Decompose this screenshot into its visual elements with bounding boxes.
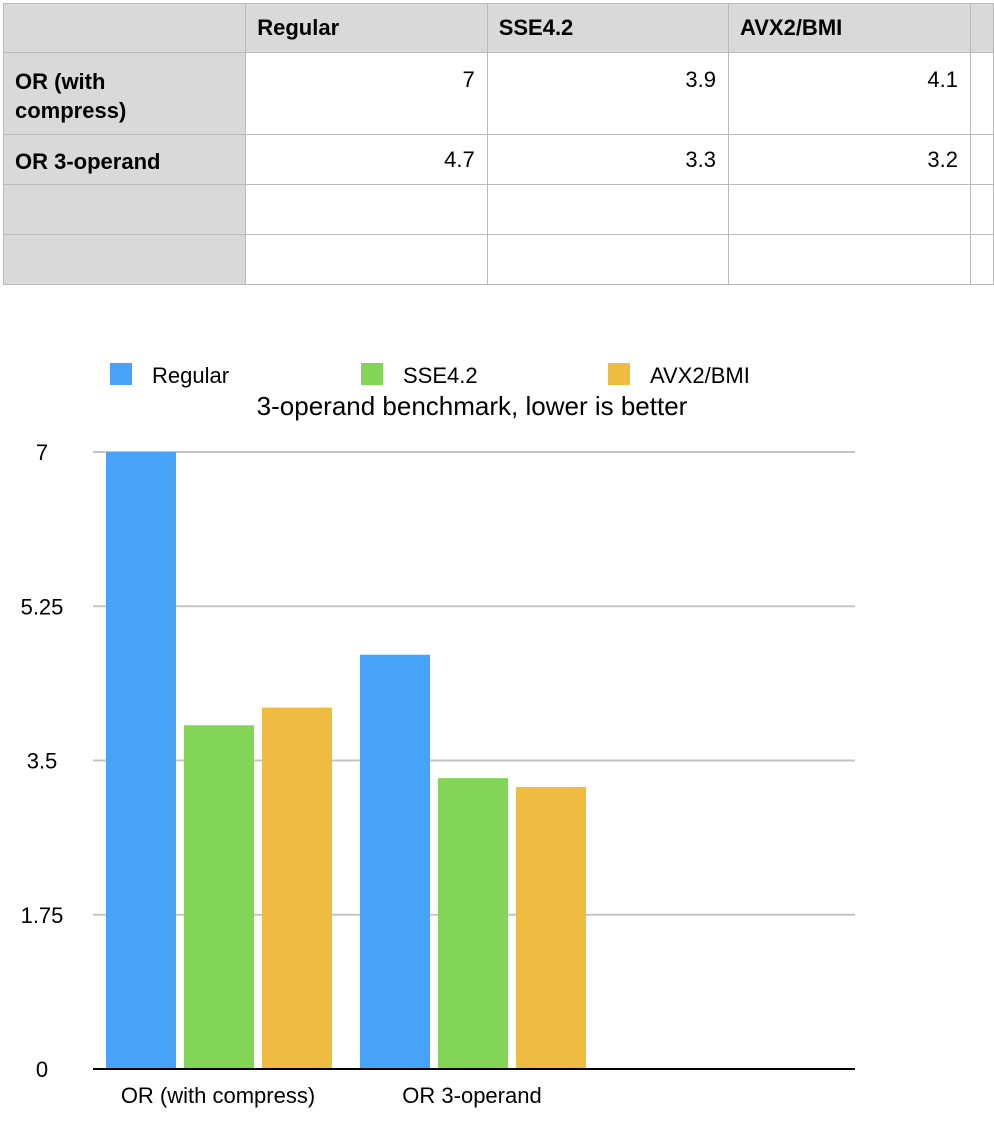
y-axis-tick-labels: 0 1.75 3.5 5.25 7 xyxy=(21,440,64,1082)
column-header-regular[interactable]: Regular xyxy=(245,3,488,53)
bar[interactable] xyxy=(106,452,176,1069)
table-cell[interactable] xyxy=(245,184,488,235)
bar[interactable] xyxy=(516,786,586,1069)
table-row: OR 3-operand 4.7 3.3 3.2 xyxy=(2,134,994,185)
row-header-cell[interactable] xyxy=(2,234,247,285)
table-cell-overflow xyxy=(969,234,994,285)
y-tick-label: 7 xyxy=(36,440,48,465)
legend-label: AVX2/BMI xyxy=(650,363,750,388)
table-corner-cell[interactable] xyxy=(2,3,247,53)
y-tick-label: 0 xyxy=(36,1057,48,1082)
table-row: OR (with compress) 7 3.9 4.1 xyxy=(2,52,994,135)
table-cell-overflow xyxy=(969,52,994,135)
row-header-cell[interactable]: OR 3-operand xyxy=(2,134,247,185)
table-cell[interactable]: 3.9 xyxy=(486,52,729,135)
y-tick-label: 1.75 xyxy=(21,903,64,928)
row-label-line: OR (with xyxy=(15,69,106,94)
table-cell[interactable] xyxy=(486,184,729,235)
table-header-row: Regular SSE4.2 AVX2/BMI xyxy=(2,3,994,53)
table-cell[interactable]: 3.2 xyxy=(727,134,971,185)
table-cell[interactable] xyxy=(245,234,488,285)
bar[interactable] xyxy=(262,707,332,1069)
column-header-sse42[interactable]: SSE4.2 xyxy=(486,3,729,53)
table-cell[interactable] xyxy=(486,234,729,285)
table-cell[interactable]: 3.3 xyxy=(486,134,729,185)
legend-swatch xyxy=(608,363,630,385)
table-cell-overflow xyxy=(969,184,994,235)
legend-label: Regular xyxy=(152,363,229,388)
legend-label: SSE4.2 xyxy=(403,363,478,388)
table-row xyxy=(2,184,994,235)
legend-swatch xyxy=(361,363,383,385)
table-cell[interactable]: 4.1 xyxy=(727,52,971,135)
y-tick-label: 5.25 xyxy=(21,594,64,619)
column-header-avx2bmi[interactable]: AVX2/BMI xyxy=(727,3,971,53)
chart-title: 3-operand benchmark, lower is better xyxy=(257,391,688,421)
bar[interactable] xyxy=(184,725,254,1069)
row-label-line: compress) xyxy=(15,98,127,123)
chart-bars xyxy=(106,452,586,1069)
column-header-overflow xyxy=(969,3,994,53)
x-tick-label: OR 3-operand xyxy=(402,1083,541,1108)
chart-legend: Regular SSE4.2 AVX2/BMI xyxy=(110,363,750,388)
legend-swatch xyxy=(110,363,132,385)
x-axis-category-labels: OR (with compress) OR 3-operand xyxy=(121,1083,542,1108)
table-cell[interactable] xyxy=(727,184,971,235)
table-cell[interactable] xyxy=(727,234,971,285)
bar[interactable] xyxy=(360,654,430,1069)
bar-chart[interactable]: Regular SSE4.2 AVX2/BMI 3-operand benchmar… xyxy=(0,300,994,1130)
row-header-cell[interactable]: OR (with compress) xyxy=(2,52,247,135)
table-cell[interactable]: 7 xyxy=(245,52,488,135)
table-cell-overflow xyxy=(969,134,994,185)
y-tick-label: 3.5 xyxy=(27,749,58,774)
table-row xyxy=(2,234,994,285)
table-cell[interactable]: 4.7 xyxy=(245,134,488,185)
x-tick-label: OR (with compress) xyxy=(121,1083,315,1108)
data-table: Regular SSE4.2 AVX2/BMI OR (with compress… xyxy=(2,3,994,285)
bar[interactable] xyxy=(438,778,508,1069)
row-header-cell[interactable] xyxy=(2,184,247,235)
